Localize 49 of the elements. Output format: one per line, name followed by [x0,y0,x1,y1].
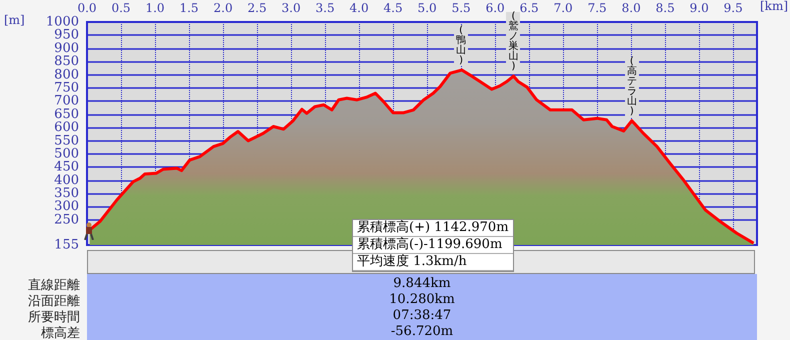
annotation: 累積標高(-)-1199.690m [353,237,513,254]
x-tick-label: 8.0 [622,1,641,15]
text: 直線距離 9.844km [28,276,451,293]
y-tick-label: 400 [54,172,79,188]
y-tick-label: 350 [54,186,79,202]
annotation: 累積標高(+) 1142.970m [353,220,513,237]
x-tick-label: 0.5 [111,1,131,15]
x-tick-label: 4.0 [350,1,369,15]
x-tick-label: 5.0 [418,1,437,15]
x-tick-label: 9.0 [690,1,709,15]
text: 沿面距離 10.280km [28,292,455,309]
text: 所要時間 07:38:47 [28,308,452,325]
annotation: (高テラ山) [626,56,637,117]
x-tick-label: 0.0 [77,1,97,15]
y-tick-label: 1000 [46,14,79,30]
x-tick-label: 5.5 [452,1,471,15]
x-tick-label: 9.5 [724,1,743,15]
y-tick-label: 650 [54,106,79,122]
x-tick-label: 4.5 [384,1,403,15]
x-tick-label: 2.0 [213,1,233,15]
x-axis-title: [km] [760,0,788,13]
y-tick-label: 250 [54,212,79,228]
x-tick-label: 8.5 [656,1,675,15]
annotation: (鷲ノ巣山) [508,11,518,72]
y-tick-label: 450 [54,160,79,175]
x-tick-label: 1.5 [179,1,199,15]
x-tick-label: 6.0 [486,1,505,15]
x-tick-label: 3.5 [316,1,335,15]
x-tick-label: 2.5 [248,1,267,15]
annotation: (鴨山) [456,25,466,66]
x-tick-label: 6.5 [520,1,539,15]
y-tick-label: 300 [54,199,79,214]
y-tick-label: 700 [54,94,79,109]
y-tick-label: 800 [54,67,79,82]
y-tick-label: 155 [54,238,79,252]
x-tick-label: 1.0 [145,1,165,15]
y-tick-label: 600 [54,120,79,136]
x-tick-label: 7.5 [588,1,607,15]
y-tick-label: 550 [54,133,79,148]
y-tick-label: 900 [54,40,79,56]
text: 標高差 -56.720m [41,324,454,340]
x-tick-label: 7.0 [554,1,573,15]
y-tick-label: 850 [54,54,79,70]
text: 平均速度 1.3km/h [353,254,513,271]
y-tick-label: 950 [54,28,79,43]
y-axis-title: [m] [4,13,25,27]
y-tick-label: 750 [54,80,79,96]
x-tick-label: 3.0 [282,1,301,15]
y-tick-label: 500 [54,146,79,162]
